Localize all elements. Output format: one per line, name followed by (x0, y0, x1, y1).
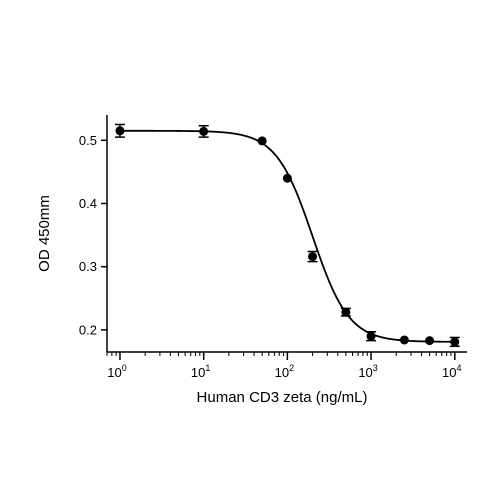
y-tick-label: 0.4 (79, 196, 97, 211)
data-point (366, 331, 376, 341)
x-tick-label: 102 (275, 363, 294, 380)
data-point (450, 337, 460, 347)
data-points-layer (114, 123, 460, 348)
x-axis-title: Human CD3 zeta (ng/mL) (197, 389, 368, 406)
y-tick-label: 0.3 (79, 259, 97, 274)
data-point (399, 335, 409, 345)
y-axis-title: OD 450mm (36, 195, 53, 272)
fit-curve (119, 129, 455, 343)
data-point (115, 126, 125, 136)
y-tick-label: 0.5 (79, 133, 97, 148)
x-tick-label: 100 (107, 363, 126, 380)
y-tick-label: 0.2 (79, 322, 97, 337)
fit-curve-layer (119, 129, 455, 343)
data-point (282, 173, 292, 183)
data-point (341, 307, 351, 317)
x-tick-label: 101 (191, 363, 210, 380)
data-point (308, 252, 318, 262)
data-point (425, 336, 435, 346)
x-tick-label: 103 (358, 363, 377, 380)
data-point (199, 126, 209, 136)
data-point (257, 136, 267, 146)
x-tick-label: 104 (442, 363, 461, 380)
